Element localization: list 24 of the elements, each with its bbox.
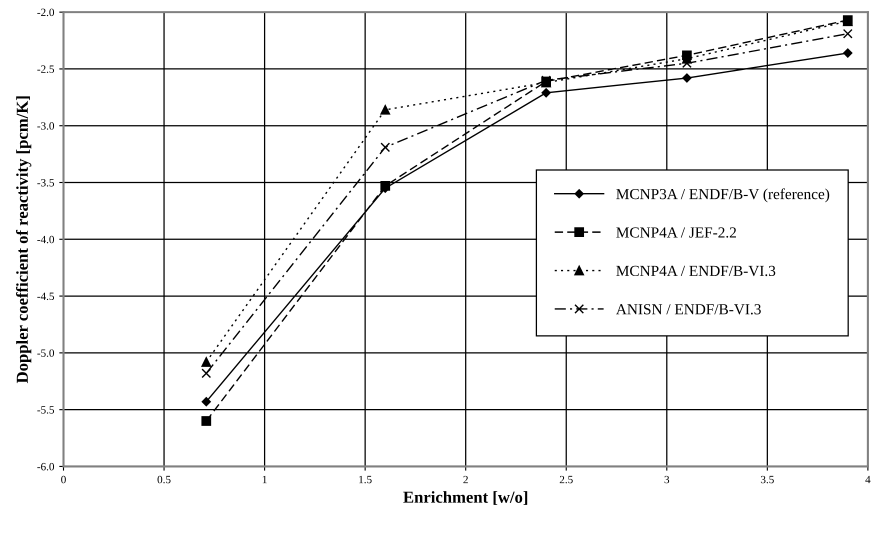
x-tick-label: 2.5 <box>560 476 573 484</box>
y-tick-label: -4.5 <box>37 292 54 300</box>
x-tick-label: 0 <box>61 476 66 484</box>
y-tick-label: -3.0 <box>37 122 54 130</box>
y-tick-label: -3.5 <box>37 179 54 187</box>
x-tick-label: 3 <box>664 476 670 484</box>
y-tick-label: -5.5 <box>37 406 54 414</box>
x-axis-title: Enrichment [w/o] <box>403 491 528 505</box>
y-axis-title: Doppler coefficient of reactivity [pcm/K] <box>16 96 32 384</box>
y-tick-label: -2.5 <box>37 65 54 73</box>
y-tick-label: -2.0 <box>37 8 54 16</box>
x-tick-label: 2 <box>463 476 468 484</box>
x-tick-label: 4 <box>865 476 870 484</box>
y-tick-label: -5.0 <box>37 349 54 357</box>
legend-label: MCNP4A / JEF-2.2 <box>616 227 736 238</box>
x-tick-label: 3.5 <box>760 476 774 484</box>
legend-label: ANISN / ENDF/B-VI.3 <box>616 304 761 314</box>
x-tick-label: 1 <box>262 476 267 484</box>
x-tick-label: 1.5 <box>359 476 372 484</box>
y-tick-label: -4.0 <box>37 236 54 244</box>
x-tick-label: 0.5 <box>158 476 171 484</box>
y-tick-label: -6.0 <box>37 462 54 470</box>
legend-label: MCNP4A / ENDF/B-VI.3 <box>616 266 776 276</box>
legend-label: MCNP3A / ENDF/B-V (reference) <box>616 188 830 202</box>
